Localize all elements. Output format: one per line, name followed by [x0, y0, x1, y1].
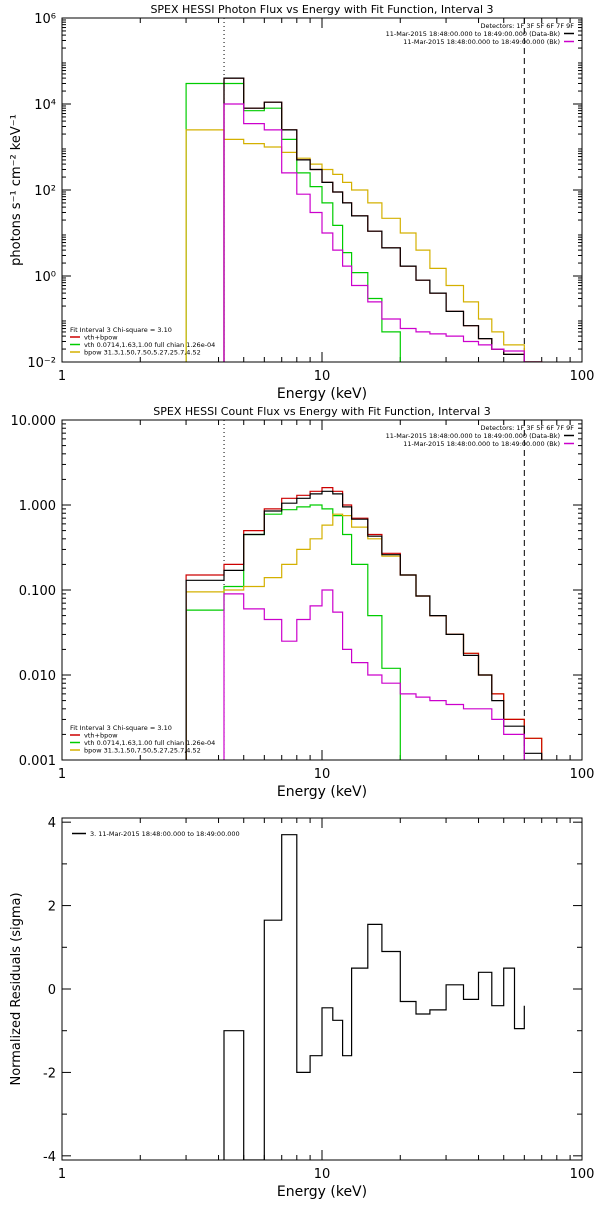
count-fit-legend-entry-label: vth+bpow	[84, 732, 118, 740]
count-y-tick-label: 10.000	[11, 414, 57, 429]
residuals-y-tick-label: 0	[48, 983, 56, 998]
residuals-y-tick-label: 2	[48, 900, 56, 915]
residuals-x-tick-label: 1	[58, 1167, 66, 1182]
count-y-tick-label: 0.010	[19, 669, 56, 684]
count-fit-legend-entry-label: vth 0.0714,1.63,1.00 full chian 1.26e-04	[84, 739, 215, 747]
residuals-x-tick-label: 10	[314, 1167, 331, 1182]
count-x-tick-label: 10	[314, 767, 331, 782]
photon-y-tick-label: 10²	[34, 184, 56, 199]
count-x-axis-label: Energy (keV)	[277, 784, 367, 800]
photon-x-tick-label: 1	[58, 369, 66, 384]
count-legend-entry-label: 11-Mar-2015 18:48:00.000 to 18:49:00.000…	[403, 440, 560, 448]
count-series-group	[185, 487, 543, 760]
count-y-tick-label: 0.100	[19, 584, 56, 599]
count-series-line	[185, 513, 543, 760]
photon-series-line	[185, 129, 543, 362]
photon-legend-header: Detectors: 1F 3F 5F 6F 7F 9F	[480, 22, 574, 30]
photon-fit-legend-header: Fit Interval 3 Chi-square = 3.10	[70, 326, 172, 334]
photon-y-tick-label: 10⁶	[34, 12, 56, 27]
residuals-series-line	[223, 834, 525, 1160]
residuals-series-group	[223, 834, 525, 1160]
count-x-tick-label: 100	[570, 767, 595, 782]
photon-legend-entry-label: 11-Mar-2015 18:48:00.000 to 18:49:00.000…	[403, 38, 560, 46]
count-series-line	[185, 490, 543, 760]
count-legend-entry-label: 11-Mar-2015 18:48:00.000 to 18:49:00.000…	[386, 432, 560, 440]
count-x-tick-label: 1	[58, 767, 66, 782]
photon-y-axis-label: photons s⁻¹ cm⁻² keV⁻¹	[9, 114, 24, 266]
residuals-y-tick-label: -4	[43, 1150, 56, 1165]
count-legend-header: Detectors: 1F 3F 5F 6F 7F 9F	[480, 424, 574, 432]
residuals-x-tick-label: 100	[570, 1167, 595, 1182]
count-panel: SPEX HESSI Count Flux vs Energy with Fit…	[11, 405, 595, 800]
photon-series-line	[223, 103, 543, 362]
count-y-tick-label: 1.000	[19, 499, 56, 514]
photon-legend-entry-label: 11-Mar-2015 18:48:00.000 to 18:49:00.000…	[386, 30, 560, 38]
residuals-y-tick-label: -2	[43, 1066, 56, 1081]
photon-plot-frame	[61, 17, 583, 363]
photon-fit-legend-entry-label: vth 0.0714,1.63,1.00 full chian 1.26e-04	[84, 341, 215, 349]
count-y-tick-label: 0.001	[19, 754, 56, 769]
count-title: SPEX HESSI Count Flux vs Energy with Fit…	[153, 405, 490, 418]
count-series-line	[223, 589, 525, 760]
residuals-legend-entry-label: 3. 11-Mar-2015 18:48:00.000 to 18:49:00.…	[90, 830, 240, 838]
photon-y-tick-label: 10⁰	[34, 270, 56, 285]
photon-title: SPEX HESSI Photon Flux vs Energy with Fi…	[150, 3, 493, 16]
photon-x-axis-label: Energy (keV)	[277, 386, 367, 402]
count-fit-legend-entry-label: bpow 31.3,1.50,7.50,5.27,25.7,4.52	[84, 747, 201, 755]
count-fit-legend-header: Fit Interval 3 Chi-square = 3.10	[70, 724, 172, 732]
photon-series-line	[223, 77, 543, 362]
count-plot-frame	[61, 419, 583, 761]
residuals-y-tick-label: 4	[48, 816, 56, 831]
photon-y-tick-label: 10⁻²	[27, 356, 56, 371]
photon-series-line	[185, 82, 401, 362]
photon-x-tick-label: 100	[570, 369, 595, 384]
residuals-panel: 1 10 100 -4 -2 0 2 4 Energy (keV) Normalized Resi…	[9, 816, 594, 1200]
photon-series-line	[223, 77, 543, 362]
residuals-plot-frame	[61, 817, 583, 1161]
photon-fit-legend-entry-label: bpow 31.3,1.50,7.50,5.27,25.7,4.52	[84, 349, 201, 357]
photon-x-tick-label: 10	[314, 369, 331, 384]
residuals-y-axis-label: Normalized Residuals (sigma)	[9, 892, 24, 1085]
photon-fit-legend-entry-label: vth+bpow	[84, 334, 118, 342]
photon-series-group	[185, 77, 543, 362]
photon-y-tick-label: 10⁴	[34, 98, 56, 113]
photon-panel: SPEX HESSI Photon Flux vs Energy with Fi…	[9, 3, 594, 402]
count-series-line	[185, 487, 543, 760]
residuals-x-axis-label: Energy (keV)	[277, 1184, 367, 1200]
